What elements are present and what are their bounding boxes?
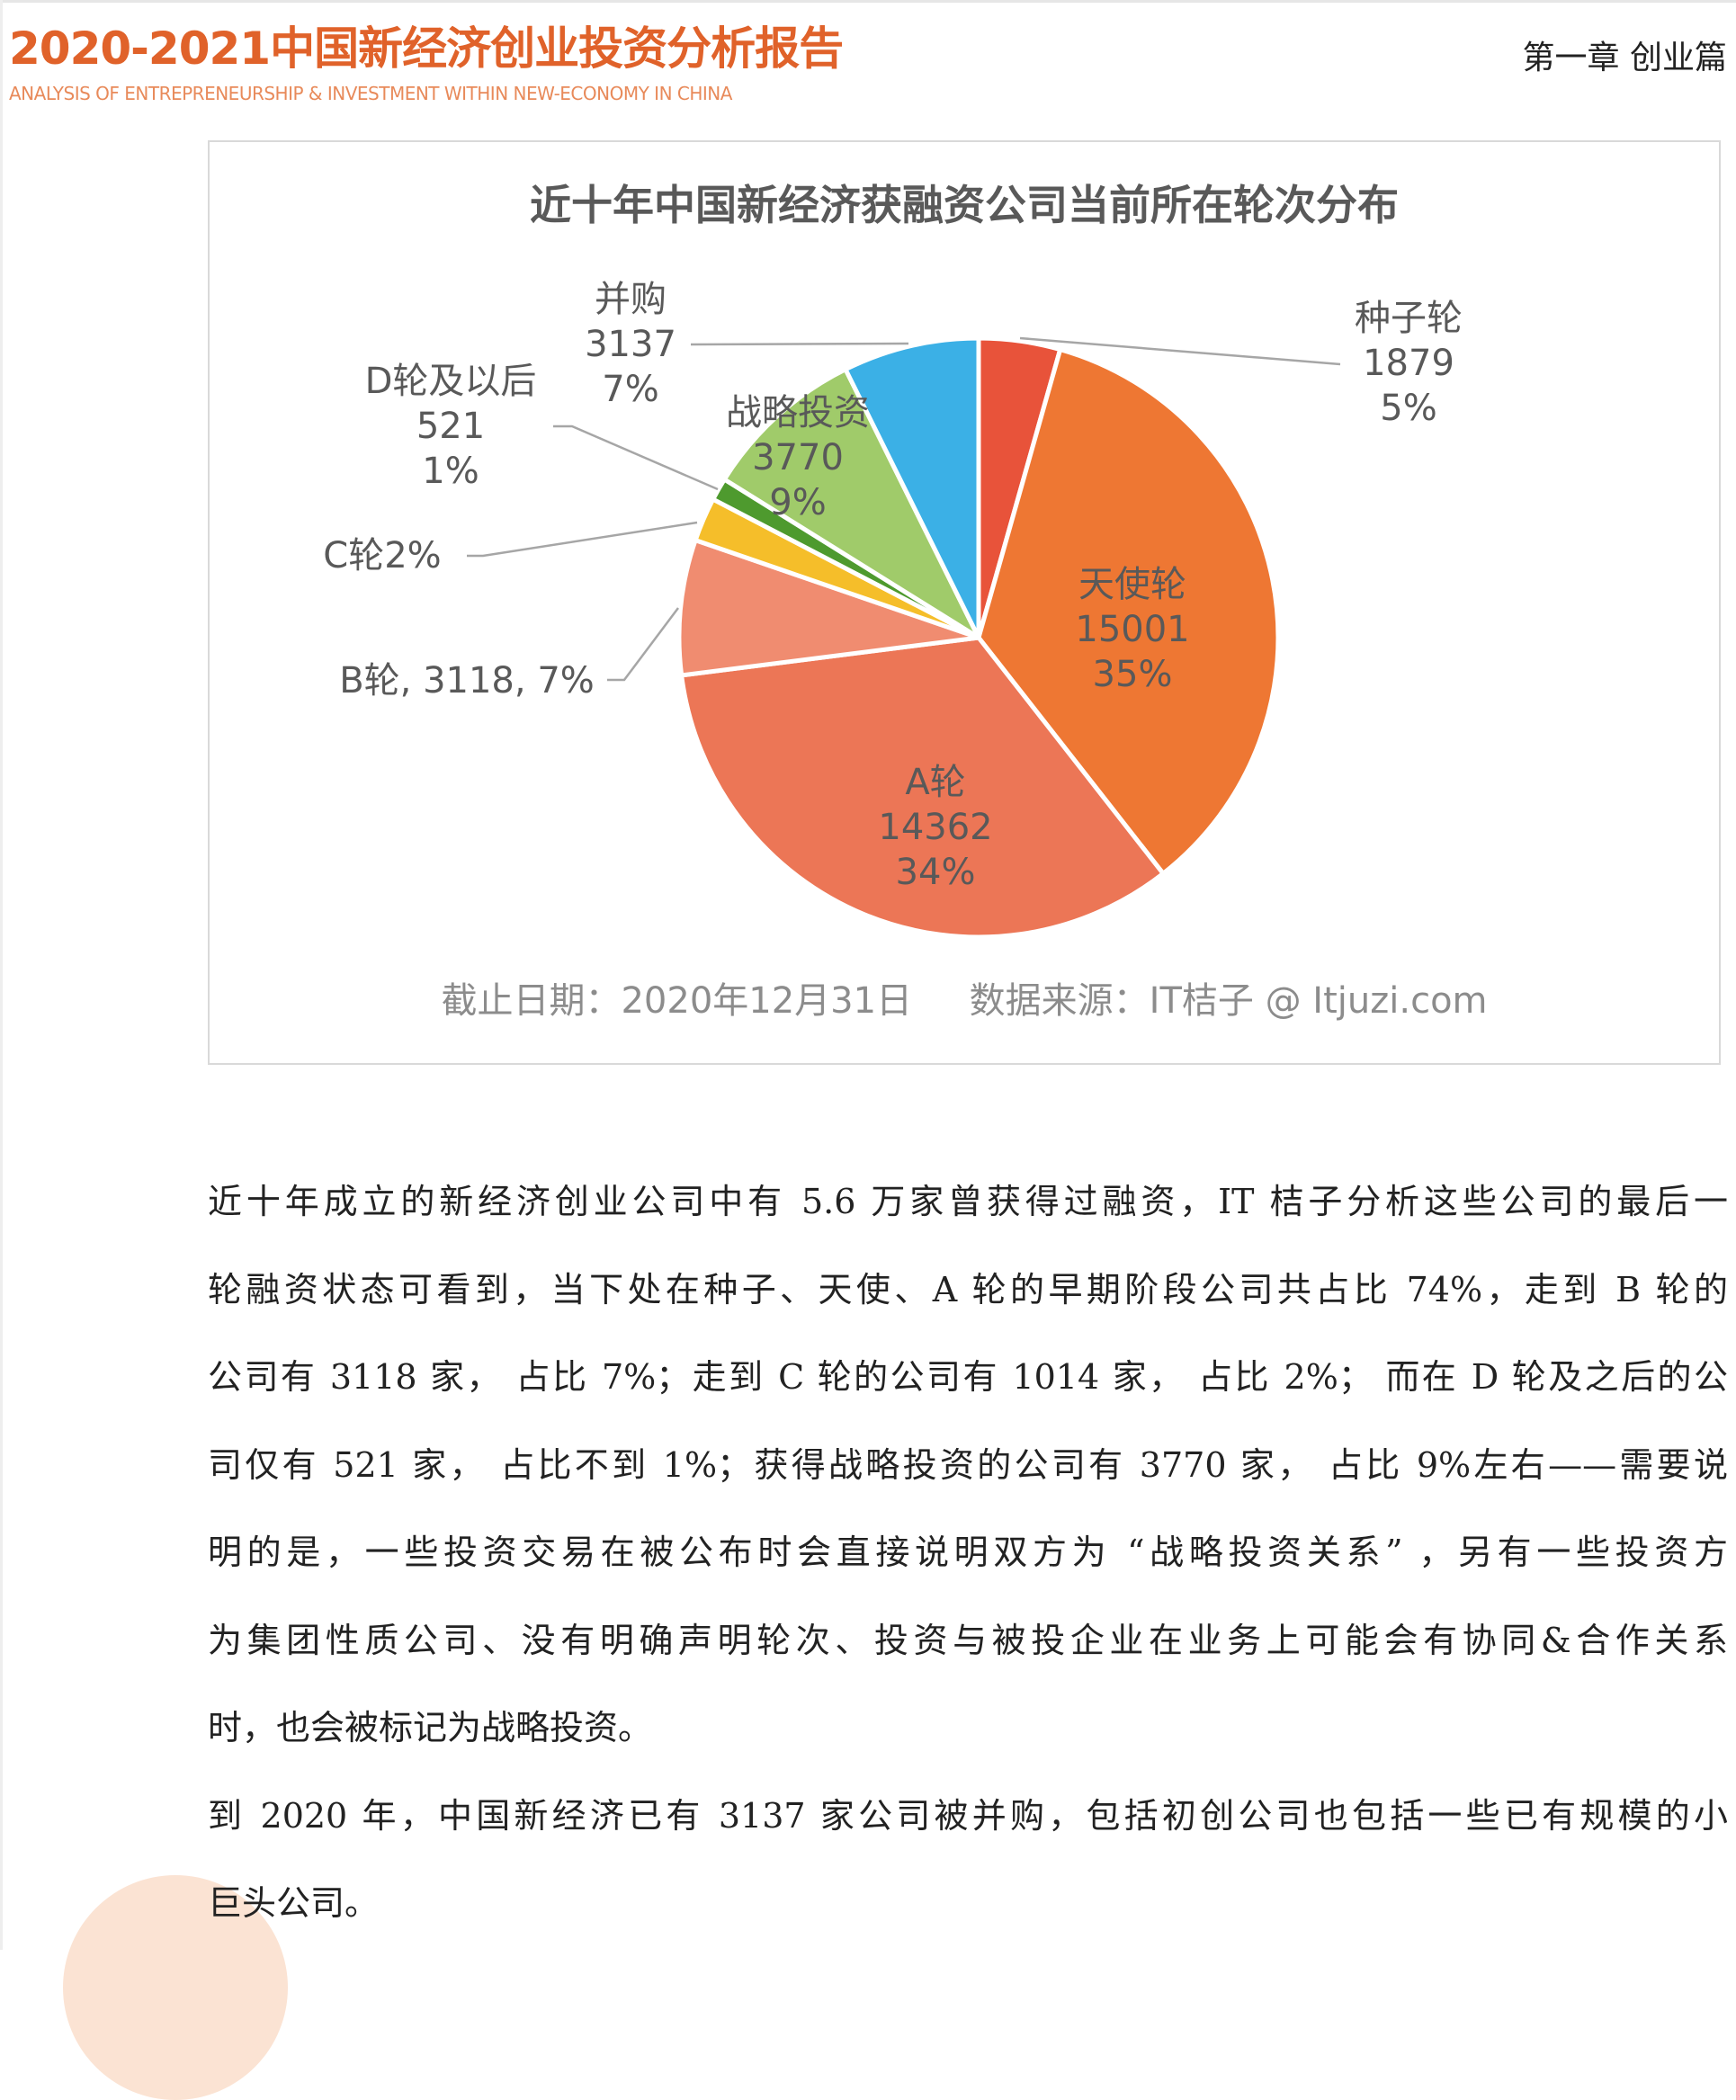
leader-line-5 bbox=[553, 424, 719, 491]
data-label-1: 35% bbox=[1093, 654, 1173, 695]
text-line: 公司有 3118 家， 占比 7%；走到 C 轮的公司有 1014 家， 占比 … bbox=[208, 1357, 1728, 1397]
data-label-5: 521 bbox=[416, 406, 485, 447]
text-line: 为集团性质公司、没有明确声明轮次、投资与被投企业在业务上可能会有协同&合作关系 bbox=[208, 1620, 1728, 1660]
pie-chart: 近十年中国新经济获融资公司当前所在轮次分布 种子轮18795%天使轮150013… bbox=[323, 181, 1487, 1022]
text-line: 明的是，一些投资交易在被公布时会直接说明双方为 “战略投资关系” ，另有一些投资… bbox=[208, 1533, 1728, 1572]
data-label-6: 战略投资 bbox=[726, 392, 870, 433]
text-line: 时，也会被标记为战略投资。 bbox=[208, 1708, 653, 1747]
text-line: 到 2020 年，中国新经济已有 3137 家公司被并购，包括初创公司也包括一些… bbox=[208, 1795, 1728, 1836]
chart-title: 近十年中国新经济获融资公司当前所在轮次分布 bbox=[530, 181, 1399, 229]
data-label-0: 种子轮 bbox=[1355, 298, 1463, 339]
data-label-2: 34% bbox=[896, 852, 976, 893]
body-paragraph: 近十年成立的新经济创业公司中有 5.6 万家曾获得过融资，IT 桔子分析这些公司… bbox=[208, 1158, 1728, 1948]
top-border bbox=[0, 0, 1736, 3]
pie-slice-3 bbox=[676, 537, 980, 678]
pie-slice-7 bbox=[842, 335, 981, 639]
text-line: 司仅有 521 家， 占比不到 1%；获得战略投资的公司有 3770 家， 占比… bbox=[208, 1444, 1728, 1485]
data-label-6: 9% bbox=[769, 482, 826, 523]
pie-slice-2 bbox=[678, 635, 1167, 940]
data-label-7: 3137 bbox=[585, 324, 676, 365]
data-label-6: 3770 bbox=[752, 437, 844, 478]
data-label-2: A轮 bbox=[905, 762, 965, 803]
data-label-4: C轮2% bbox=[323, 535, 441, 576]
data-label-1: 15001 bbox=[1075, 609, 1189, 650]
data-label-5: D轮及以后 bbox=[365, 361, 537, 402]
data-label-0: 5% bbox=[1380, 388, 1436, 429]
data-label-1: 天使轮 bbox=[1078, 564, 1186, 605]
pie-slice-1 bbox=[976, 346, 1281, 877]
report-title: 2020-2021中国新经济创业投资分析报告 bbox=[9, 22, 844, 75]
data-label-2: 14362 bbox=[878, 807, 992, 848]
data-label-0: 1879 bbox=[1363, 343, 1454, 384]
chapter-label: 第一章 创业篇 bbox=[1522, 40, 1727, 76]
data-label-5: 1% bbox=[422, 451, 479, 492]
chart-footer: 截止日期：2020年12月31日 数据来源：IT桔子 @ Itjuzi.com bbox=[441, 980, 1487, 1022]
leader-line-0 bbox=[1019, 336, 1341, 366]
leader-line-3 bbox=[607, 607, 679, 682]
report-subtitle: ANALYSIS OF ENTREPRENEURSHIP & INVESTMEN… bbox=[9, 83, 732, 104]
text-line: 轮融资状态可看到，当下处在种子、天使、A 轮的早期阶段公司共占比 74%，走到 … bbox=[208, 1269, 1728, 1309]
left-border bbox=[0, 0, 3, 1950]
data-label-7: 并购 bbox=[595, 279, 667, 320]
text-line: 近十年成立的新经济创业公司中有 5.6 万家曾获得过融资，IT 桔子分析这些公司… bbox=[208, 1182, 1728, 1221]
leader-line-4 bbox=[467, 521, 698, 558]
text-line: 巨头公司。 bbox=[208, 1883, 380, 1923]
pie-slice-6 bbox=[720, 366, 985, 644]
chart-frame bbox=[208, 140, 1721, 1065]
data-label-3: B轮, 3118, 7% bbox=[339, 660, 595, 701]
data-label-7: 7% bbox=[602, 369, 658, 410]
